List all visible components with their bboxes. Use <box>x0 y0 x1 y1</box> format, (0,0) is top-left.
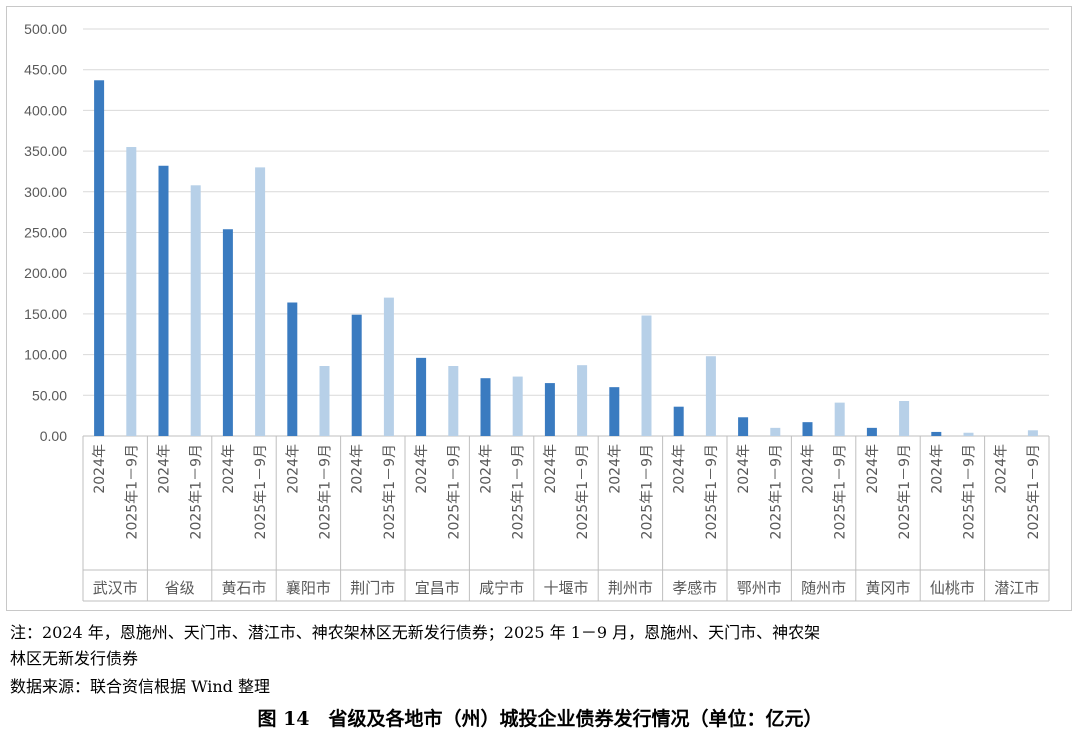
figure-caption: 图 14 省级及各地市（州）城投企业债券发行情况（单位：亿元） <box>257 708 823 730</box>
x-category-label: 黄冈市 <box>865 579 910 597</box>
bar-2025-jan-sep <box>834 402 845 436</box>
bar-2025-jan-sep <box>383 297 394 436</box>
bar-2024 <box>222 229 233 436</box>
y-tick-label: 350.00 <box>24 143 67 159</box>
bar-2025-jan-sep <box>190 185 201 436</box>
bar-2025-jan-sep <box>1027 430 1038 436</box>
bar-2025-jan-sep <box>512 376 523 436</box>
x-sub-label: 2025年1－9月 <box>318 444 334 539</box>
bar-2024 <box>416 357 427 436</box>
x-sub-label: 2024年 <box>801 444 817 494</box>
x-sub-label: 2025年1－9月 <box>897 444 913 539</box>
x-sub-label: 2024年 <box>221 444 237 494</box>
x-category-label: 武汉市 <box>93 579 138 597</box>
y-tick-label: 200.00 <box>24 265 67 281</box>
x-sub-label: 2025年1－9月 <box>124 444 140 539</box>
x-category-label: 孝感市 <box>672 579 717 597</box>
y-tick-label: 100.00 <box>24 347 67 363</box>
bar-chart: 0.00 50.00 100.00 150.00 200.00 250.00 300.00 3… <box>24 21 1050 602</box>
x-category-label: 荆门市 <box>350 579 395 597</box>
x-sub-label: 2024年 <box>479 444 495 494</box>
bar-2024 <box>673 406 684 436</box>
x-sub-label: 2025年1－9月 <box>189 444 205 539</box>
x-category-label: 潜江市 <box>994 579 1039 597</box>
bar-2024 <box>802 422 813 436</box>
bar-2025-jan-sep <box>319 365 330 436</box>
bar-2024 <box>738 417 749 436</box>
bar-2024 <box>94 80 105 437</box>
y-tick-label: 150.00 <box>24 306 67 322</box>
bar-2025-jan-sep <box>255 167 266 436</box>
x-sub-label: 2025年1－9月 <box>640 444 656 539</box>
x-sub-label: 2025年1－9月 <box>768 444 784 539</box>
x-sub-label: 2024年 <box>672 444 688 494</box>
x-category-label: 荆州市 <box>608 579 653 597</box>
bar-2025-jan-sep <box>448 365 459 436</box>
x-category-label: 黄石市 <box>221 579 266 597</box>
x-category-label: 咸宁市 <box>479 579 524 597</box>
x-sub-label: 2025年1－9月 <box>511 444 527 539</box>
x-sub-label: 2024年 <box>929 444 945 494</box>
x-category-label: 省级 <box>165 579 195 597</box>
x-category-label: 鄂州市 <box>737 579 782 597</box>
x-sub-label: 2024年 <box>414 444 430 494</box>
bar-2024 <box>158 165 169 436</box>
x-sub-label: 2025年1－9月 <box>962 444 978 539</box>
y-tick-label: 300.00 <box>24 184 67 200</box>
x-sub-label: 2025年1－9月 <box>833 444 849 539</box>
x-sub-label: 2025年1－9月 <box>446 444 462 539</box>
bar-2025-jan-sep <box>577 365 588 436</box>
x-category-label: 十堰市 <box>543 579 588 597</box>
x-sub-label: 2025年1－9月 <box>704 444 720 539</box>
y-tick-label: 250.00 <box>24 225 67 241</box>
x-sub-label: 2024年 <box>865 444 881 494</box>
chart-frame <box>6 6 1072 611</box>
y-tick-label: 450.00 <box>24 62 67 78</box>
x-sub-label: 2024年 <box>543 444 559 494</box>
source-note: 数据来源：联合资信根据 Wind 整理 <box>10 677 271 696</box>
y-tick-label: 400.00 <box>24 102 67 118</box>
note-line-1: 注：2024 年，恩施州、天门市、潜江市、神农架林区无新发行债券；2025 年 … <box>10 623 821 642</box>
bar-2025-jan-sep <box>899 400 910 436</box>
bar-2025-jan-sep <box>641 315 652 436</box>
bar-2024 <box>351 314 362 436</box>
bar-2025-jan-sep <box>963 432 974 436</box>
note-line-2: 林区无新发行债券 <box>10 649 139 668</box>
x-sub-label: 2025年1－9月 <box>575 444 591 539</box>
x-sub-label: 2024年 <box>157 444 173 494</box>
y-tick-label: 50.00 <box>32 387 67 403</box>
bar-2025-jan-sep <box>705 356 716 436</box>
x-sub-label: 2024年 <box>607 444 623 494</box>
x-category-label: 宜昌市 <box>415 579 460 597</box>
bar-2024 <box>931 431 942 436</box>
bar-2024 <box>480 378 491 436</box>
bar-2025-jan-sep <box>770 427 781 436</box>
x-sub-label: 2024年 <box>994 444 1010 494</box>
x-category-label: 随州市 <box>801 579 846 597</box>
bar-2024 <box>287 302 298 436</box>
y-tick-label: 500.00 <box>24 21 67 37</box>
bar-2024 <box>866 427 877 436</box>
x-category-label: 襄阳市 <box>286 579 331 597</box>
x-sub-label: 2024年 <box>736 444 752 494</box>
bar-2024 <box>609 387 620 436</box>
x-sub-label: 2025年1－9月 <box>253 444 269 539</box>
x-category-label: 仙桃市 <box>930 579 975 597</box>
x-sub-label: 2024年 <box>350 444 366 494</box>
x-sub-label: 2024年 <box>92 444 108 494</box>
y-tick-label: 0.00 <box>40 428 67 444</box>
x-sub-label: 2025年1－9月 <box>1026 444 1042 539</box>
x-sub-label: 2024年 <box>285 444 301 494</box>
bar-2025-jan-sep <box>126 147 137 436</box>
x-sub-label: 2025年1－9月 <box>382 444 398 539</box>
bar-2024 <box>544 383 555 436</box>
